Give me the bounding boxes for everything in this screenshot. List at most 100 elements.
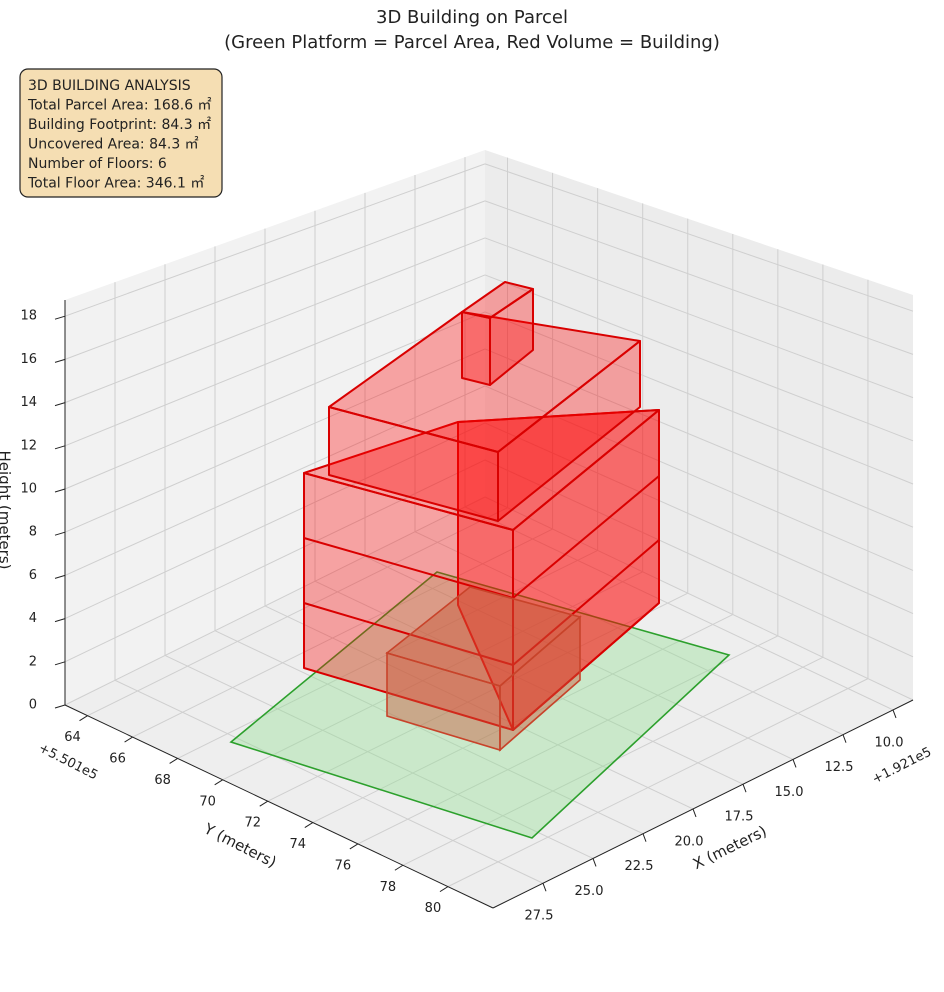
z-axis-label: Height (meters) bbox=[0, 451, 14, 570]
grid-line bbox=[64, 496, 486, 706]
grid-line bbox=[64, 237, 486, 404]
info-line: Building Footprint: 84.3 ㎡ bbox=[28, 117, 211, 133]
x-tick-label: 10.0 bbox=[875, 735, 904, 750]
y-tick bbox=[169, 757, 178, 764]
x-tick-label: 15.0 bbox=[775, 785, 804, 800]
y-tick bbox=[304, 822, 314, 828]
grid-line bbox=[64, 459, 486, 663]
x-tick-label: 25.0 bbox=[575, 884, 604, 899]
z-tick-label: 10 bbox=[20, 482, 37, 497]
chart-subtitle: (Green Platform = Parcel Area, Red Volum… bbox=[224, 32, 720, 53]
info-line: 3D BUILDING ANALYSIS bbox=[28, 78, 191, 94]
grid-line bbox=[484, 237, 914, 399]
building-face bbox=[461, 311, 491, 386]
x-tick-label: 12.5 bbox=[825, 760, 854, 775]
grid-line bbox=[64, 163, 486, 317]
z-tick bbox=[54, 704, 66, 709]
z-tick bbox=[54, 531, 66, 536]
grid-line bbox=[87, 507, 508, 717]
z-tick-label: 16 bbox=[20, 352, 37, 367]
floor-line bbox=[303, 537, 514, 599]
info-line: Number of Floors: 6 bbox=[28, 156, 167, 172]
z-tick-label: 2 bbox=[29, 654, 37, 669]
y-tick bbox=[439, 886, 449, 893]
building-face bbox=[489, 288, 534, 386]
floor-line bbox=[303, 602, 514, 666]
lower-volume bbox=[499, 615, 581, 752]
info-lines: 3D BUILDING ANALYSIS Total Parcel Area: 1… bbox=[27, 78, 212, 192]
grid-line bbox=[64, 348, 486, 533]
parcel-platform bbox=[229, 571, 731, 839]
info-line: Uncovered Area: 84.3 ㎡ bbox=[28, 137, 199, 153]
building-face bbox=[497, 340, 641, 522]
y-tick bbox=[394, 864, 404, 871]
info-line: Total Floor Area: 346.1 ㎡ bbox=[27, 176, 204, 192]
z-tick-label: 8 bbox=[29, 525, 37, 540]
y-tick-label: 76 bbox=[335, 858, 352, 873]
z-tick-label: 12 bbox=[20, 438, 37, 453]
grid-line bbox=[264, 605, 694, 810]
grid-line bbox=[314, 580, 744, 785]
z-tick-label: 6 bbox=[29, 568, 37, 583]
y-tick bbox=[349, 843, 359, 850]
y-tick-label: 64 bbox=[64, 730, 81, 745]
x-tick bbox=[892, 709, 897, 719]
x-tick-label: 22.5 bbox=[625, 859, 654, 874]
y-offset: +5.501e5 bbox=[36, 741, 100, 784]
x-tick bbox=[692, 808, 697, 818]
floor-line bbox=[512, 539, 660, 666]
y-tick bbox=[259, 800, 269, 807]
y-tick-label: 68 bbox=[154, 773, 171, 788]
grid-line bbox=[484, 422, 914, 615]
y-tick bbox=[214, 779, 223, 786]
left-pane bbox=[65, 150, 485, 705]
x-tick-label: 27.5 bbox=[525, 909, 554, 924]
y-tick bbox=[124, 736, 133, 743]
building-face bbox=[512, 409, 660, 731]
x-offset: +1.921e5 bbox=[870, 745, 934, 788]
grid-line bbox=[447, 678, 869, 888]
grid bbox=[64, 157, 914, 888]
z-tick-label: 18 bbox=[20, 309, 37, 324]
grid-line bbox=[357, 635, 779, 845]
grid-line bbox=[64, 311, 486, 490]
x-tick bbox=[592, 858, 597, 867]
grid-line bbox=[164, 655, 594, 859]
x-tick-label: 17.5 bbox=[725, 810, 754, 825]
grid-line bbox=[267, 592, 688, 802]
y-tick-label: 74 bbox=[290, 837, 307, 852]
grid-line bbox=[484, 348, 914, 528]
z-tick-label: 4 bbox=[29, 611, 37, 626]
grid-line bbox=[222, 571, 643, 781]
y-tick-label: 70 bbox=[199, 794, 216, 809]
floor-line bbox=[512, 475, 660, 599]
grid-line bbox=[484, 496, 914, 701]
grid-line bbox=[484, 311, 914, 485]
grid-line bbox=[484, 200, 914, 355]
y-axis-line bbox=[64, 704, 494, 909]
grid-line bbox=[484, 459, 914, 658]
z-tick bbox=[54, 445, 66, 450]
z-tick bbox=[54, 358, 66, 363]
info-line: Total Parcel Area: 168.6 ㎡ bbox=[27, 98, 212, 114]
grid-line bbox=[312, 614, 734, 823]
right-pane bbox=[485, 150, 913, 700]
grid-line bbox=[64, 200, 486, 360]
y-axis-label: Y (meters) bbox=[200, 819, 279, 871]
z-tick bbox=[54, 402, 66, 407]
x-tick bbox=[742, 784, 747, 793]
grid-line bbox=[484, 274, 914, 442]
chart-title: 3D Building on Parcel bbox=[376, 7, 568, 28]
grid-line bbox=[64, 385, 486, 576]
z-tick bbox=[54, 618, 66, 623]
z-tick bbox=[54, 574, 66, 579]
grid-line bbox=[464, 506, 894, 711]
x-tick bbox=[842, 734, 847, 743]
grid-line bbox=[64, 274, 486, 447]
y-tick-label: 66 bbox=[109, 752, 126, 767]
x-tick-label: 20.0 bbox=[675, 834, 704, 849]
grid-line bbox=[414, 531, 844, 736]
y-tick-label: 80 bbox=[425, 901, 442, 916]
z-tick-label: 14 bbox=[20, 395, 37, 410]
